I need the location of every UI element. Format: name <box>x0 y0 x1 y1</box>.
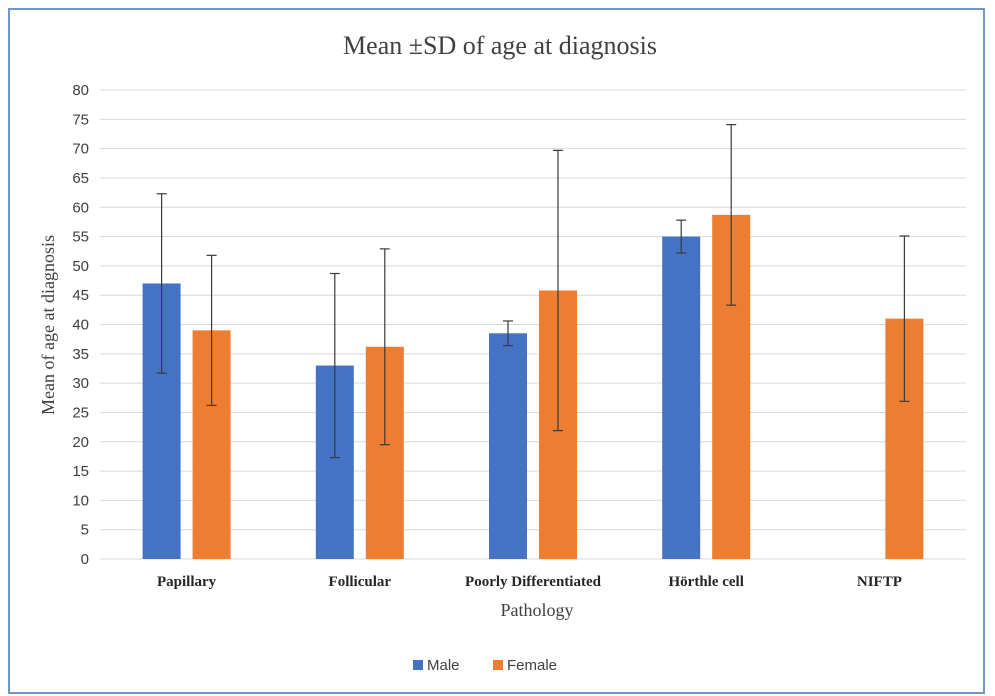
legend-label-male: Male <box>427 657 460 674</box>
y-tick-label: 30 <box>72 375 89 392</box>
legend-swatch-female <box>493 660 503 670</box>
y-tick-label: 60 <box>72 199 89 216</box>
y-tick-label: 25 <box>72 404 89 421</box>
gridlines <box>100 89 966 560</box>
y-tick-label: 50 <box>72 258 89 275</box>
y-tick-label: 15 <box>72 463 89 480</box>
chart-title: Mean ±SD of age at diagnosis <box>343 31 657 60</box>
error-bars <box>156 123 910 459</box>
y-tick-label: 45 <box>72 287 89 304</box>
x-tick-label: Poorly Differentiated <box>465 574 602 590</box>
y-tick-label: 65 <box>72 170 89 187</box>
x-tick-label: Hörthle cell <box>669 574 744 590</box>
y-tick-label: 55 <box>72 229 89 246</box>
legend: Male Female <box>413 657 557 674</box>
y-tick-label: 80 <box>72 82 89 99</box>
y-tick-label: 10 <box>72 492 89 509</box>
legend-label-female: Female <box>507 657 557 674</box>
y-axis-ticks: 0 5 10 15 20 25 30 35 40 45 50 55 60 65 70 75 80 <box>72 82 89 568</box>
y-tick-label: 20 <box>72 434 89 451</box>
y-tick-label: 40 <box>72 317 89 334</box>
y-tick-label: 5 <box>81 522 89 539</box>
y-tick-label: 75 <box>72 111 89 128</box>
legend-swatch-male <box>413 660 423 670</box>
x-tick-label: Papillary <box>157 574 217 590</box>
x-tick-label: NIFTP <box>857 574 902 590</box>
y-tick-label: 70 <box>72 141 89 158</box>
bar-male-poorly-differentiated <box>489 333 527 559</box>
y-tick-label: 35 <box>72 346 89 363</box>
x-axis-ticks: Papillary Follicular Poorly Differentiated… <box>157 574 902 590</box>
bar-male-h-rthle-cell <box>662 236 701 559</box>
bars <box>142 214 924 559</box>
x-tick-label: Follicular <box>329 574 392 590</box>
y-tick-label: 0 <box>81 551 89 568</box>
x-axis-title: Pathology <box>500 600 573 620</box>
y-axis-title: Mean of age at diagnosis <box>38 235 58 415</box>
